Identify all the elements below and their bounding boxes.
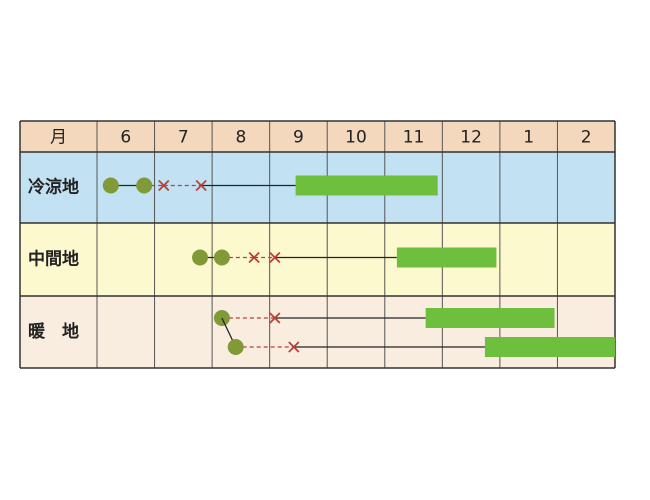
sowing-dot	[136, 177, 153, 194]
row-label: 中間地	[28, 249, 79, 270]
harvest-bar	[396, 247, 497, 268]
header-bg	[20, 121, 615, 152]
harvest-bar	[295, 175, 438, 196]
sowing-dot	[227, 339, 244, 355]
row-label: 冷涼地	[28, 177, 79, 198]
harvest-bar	[484, 337, 615, 357]
planting-cross	[195, 179, 207, 192]
planting-cross	[158, 179, 170, 192]
month-label: 7	[178, 128, 189, 148]
month-label: 8	[235, 128, 246, 148]
month-label: 12	[460, 128, 482, 148]
sowing-dot	[102, 177, 119, 194]
sowing-dot	[192, 249, 209, 266]
month-label: 11	[403, 128, 425, 148]
header-label: 月	[50, 128, 67, 148]
month-label: 1	[523, 128, 534, 148]
sowing-dot	[213, 249, 230, 266]
row-label: 暖 地	[28, 321, 79, 342]
row-bg	[20, 223, 615, 296]
month-label: 6	[120, 128, 131, 148]
planting-cross	[248, 251, 260, 264]
planting-cross	[269, 312, 281, 324]
month-label: 2	[581, 128, 592, 148]
month-label: 10	[345, 128, 367, 148]
row-bg	[20, 296, 615, 368]
planting-cross	[269, 251, 281, 264]
harvest-bar	[425, 308, 555, 328]
month-label: 9	[293, 128, 304, 148]
planting-cross	[288, 341, 300, 353]
